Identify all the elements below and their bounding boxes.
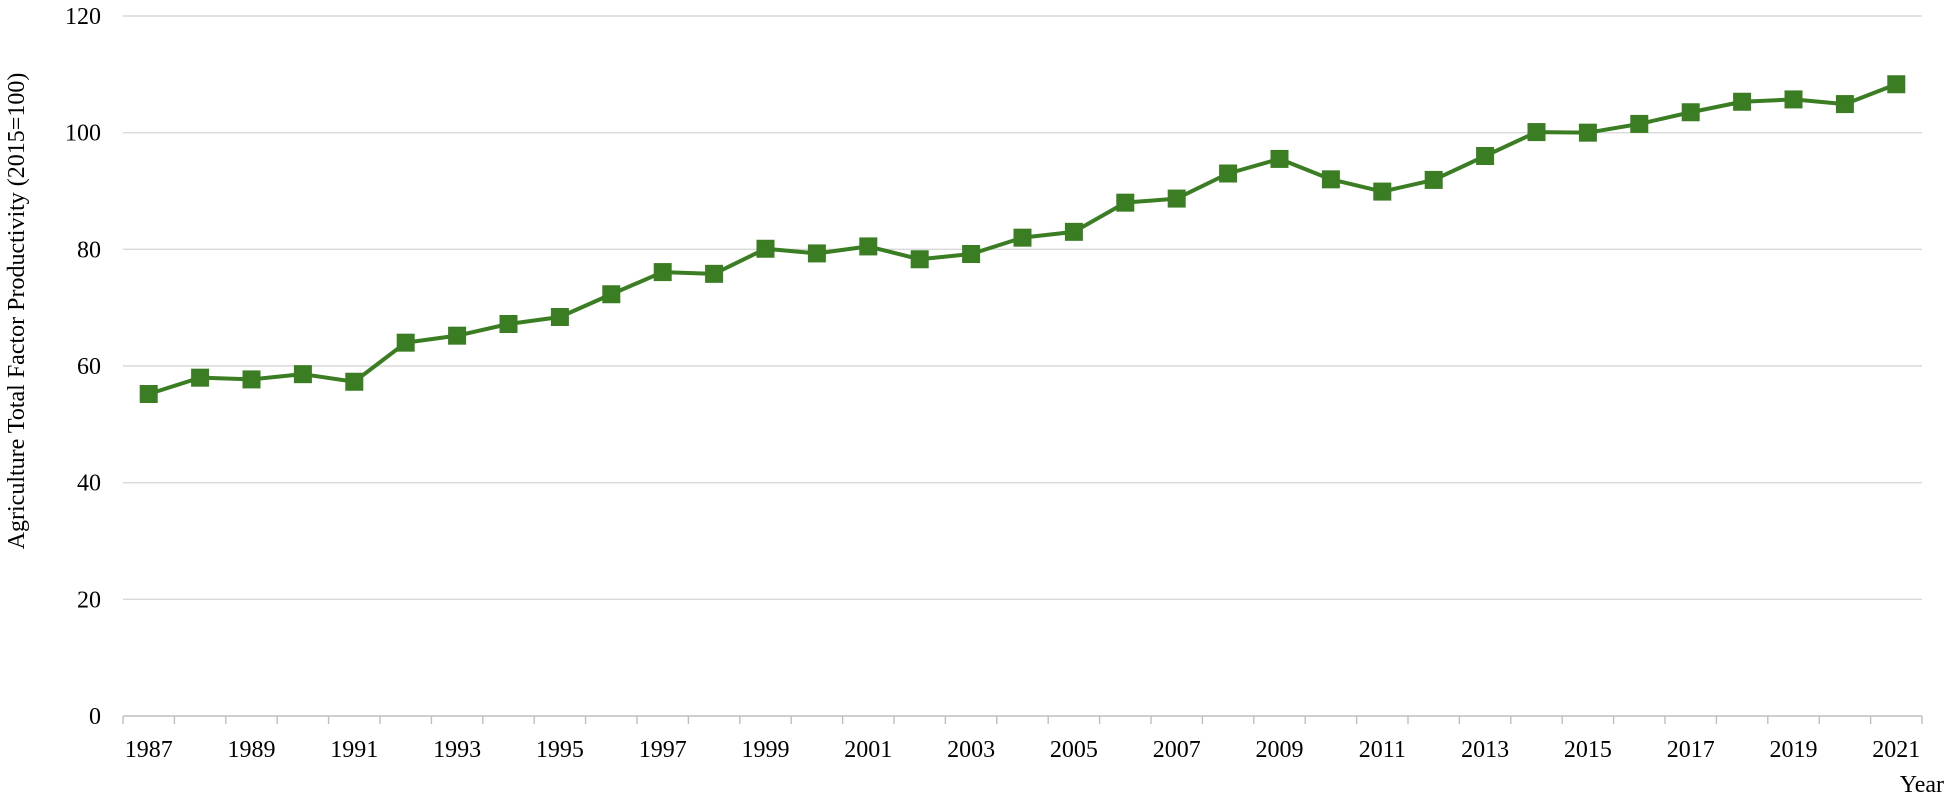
x-tick-label: 2009	[1256, 737, 1304, 763]
data-point	[653, 263, 672, 282]
data-point	[448, 326, 467, 345]
x-tick-label: 1991	[330, 737, 378, 763]
data-point	[1578, 123, 1597, 142]
data-point	[602, 285, 621, 304]
x-tick-label: 2015	[1564, 737, 1612, 763]
x-tick-label: 2019	[1770, 737, 1818, 763]
x-tick-label: 1987	[125, 737, 173, 763]
x-tick-label: 2003	[947, 737, 995, 763]
data-point	[1373, 182, 1392, 201]
x-tick-label: 2013	[1461, 737, 1509, 763]
x-tick-label: 2021	[1872, 737, 1920, 763]
axes	[122, 715, 1923, 724]
x-tick-label: 2017	[1667, 737, 1715, 763]
data-point	[1630, 114, 1649, 133]
x-tick-label: 2005	[1050, 737, 1098, 763]
data-point	[550, 308, 569, 326]
x-tick-label: 1993	[433, 737, 481, 763]
data-point	[962, 245, 981, 263]
data-point	[1424, 170, 1443, 189]
x-tick-label: 1999	[742, 737, 790, 763]
data-point	[1167, 189, 1186, 208]
y-axis-label: Agriculture Total Factor Productivity (2…	[4, 73, 30, 550]
x-tick-label: 2007	[1153, 737, 1201, 763]
data-point	[396, 333, 415, 352]
data-point	[1219, 164, 1238, 183]
data-point	[1064, 222, 1083, 241]
data-point	[1116, 193, 1135, 212]
data-point	[139, 385, 158, 403]
x-tick-label: 2011	[1359, 737, 1406, 763]
y-tick-label: 120	[65, 4, 101, 30]
data-point	[191, 368, 210, 387]
y-tick-label: 0	[89, 704, 101, 730]
data-point	[1321, 170, 1340, 189]
y-tick-label: 60	[77, 354, 101, 380]
x-tick-label: 1995	[536, 737, 584, 763]
y-tick-labels: 0 20 40 60 80 100 120	[65, 4, 101, 730]
y-tick-label: 100	[65, 121, 101, 147]
data-point	[1784, 90, 1803, 109]
data-point	[1013, 228, 1032, 247]
data-point	[1681, 103, 1700, 122]
data-point	[293, 365, 312, 384]
data-point	[1476, 147, 1495, 165]
y-tick-label: 40	[77, 471, 101, 497]
gridlines	[123, 15, 1922, 601]
x-tick-labels: 1987 1989 1991 1993 1995 1997 1999 2001 2003 2005…	[125, 737, 1921, 763]
x-tick-label: 1997	[639, 737, 687, 763]
data-point	[756, 239, 775, 258]
x-tick-label: 1989	[228, 737, 276, 763]
data-point	[807, 244, 826, 263]
data-point	[1887, 75, 1906, 94]
data-point	[1835, 95, 1854, 114]
data-point	[1527, 123, 1546, 142]
data-point	[1733, 92, 1752, 111]
data-point	[499, 315, 518, 333]
data-point	[242, 370, 261, 389]
data-point	[859, 237, 878, 256]
data-point	[705, 264, 724, 283]
y-tick-label: 20	[77, 587, 101, 613]
series-layer	[139, 75, 1906, 403]
x-tick-label: 2001	[844, 737, 892, 763]
data-point	[1270, 149, 1289, 168]
data-point	[345, 372, 364, 391]
data-point	[910, 250, 929, 269]
y-tick-label: 80	[77, 237, 101, 263]
x-axis-label: Year	[1900, 772, 1944, 798]
